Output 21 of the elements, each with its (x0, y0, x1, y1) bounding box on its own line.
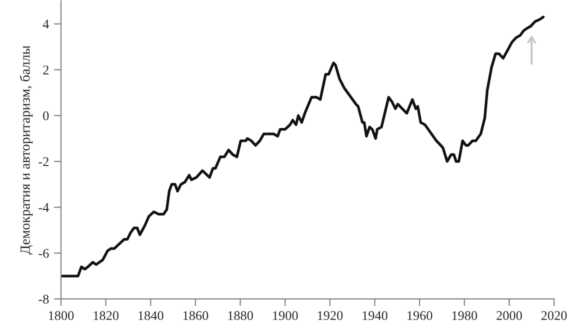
x-tick-label: 1880 (228, 311, 253, 320)
x-tick-label: 1980 (452, 311, 478, 320)
y-tick-label: 2 (43, 66, 48, 74)
y-tick-label: -2 (38, 157, 48, 166)
x-tick-label: 1960 (408, 311, 432, 320)
x-tick-label: 2000 (496, 311, 522, 320)
x-tick-label: 1820 (94, 311, 119, 320)
y-axis-title: Демократия и авторитаризм, баллы (20, 46, 33, 254)
x-tick-label: 1840 (138, 311, 164, 320)
line-series (60, 16, 545, 278)
x-tick-label: 2020 (541, 311, 567, 320)
x-tick-label: 1940 (362, 311, 388, 320)
y-tick-label: 0 (43, 111, 49, 120)
y-tick-label: -6 (38, 248, 49, 258)
x-tick-label: 1860 (183, 311, 208, 320)
x-tick-label: 1920 (318, 311, 343, 320)
y-tick-label: 4 (42, 20, 49, 28)
y-tick-label: -8 (38, 294, 49, 304)
y-tick-label: -4 (38, 203, 49, 212)
x-tick-label: 1800 (48, 311, 74, 320)
x-tick-label: 1900 (273, 311, 298, 320)
